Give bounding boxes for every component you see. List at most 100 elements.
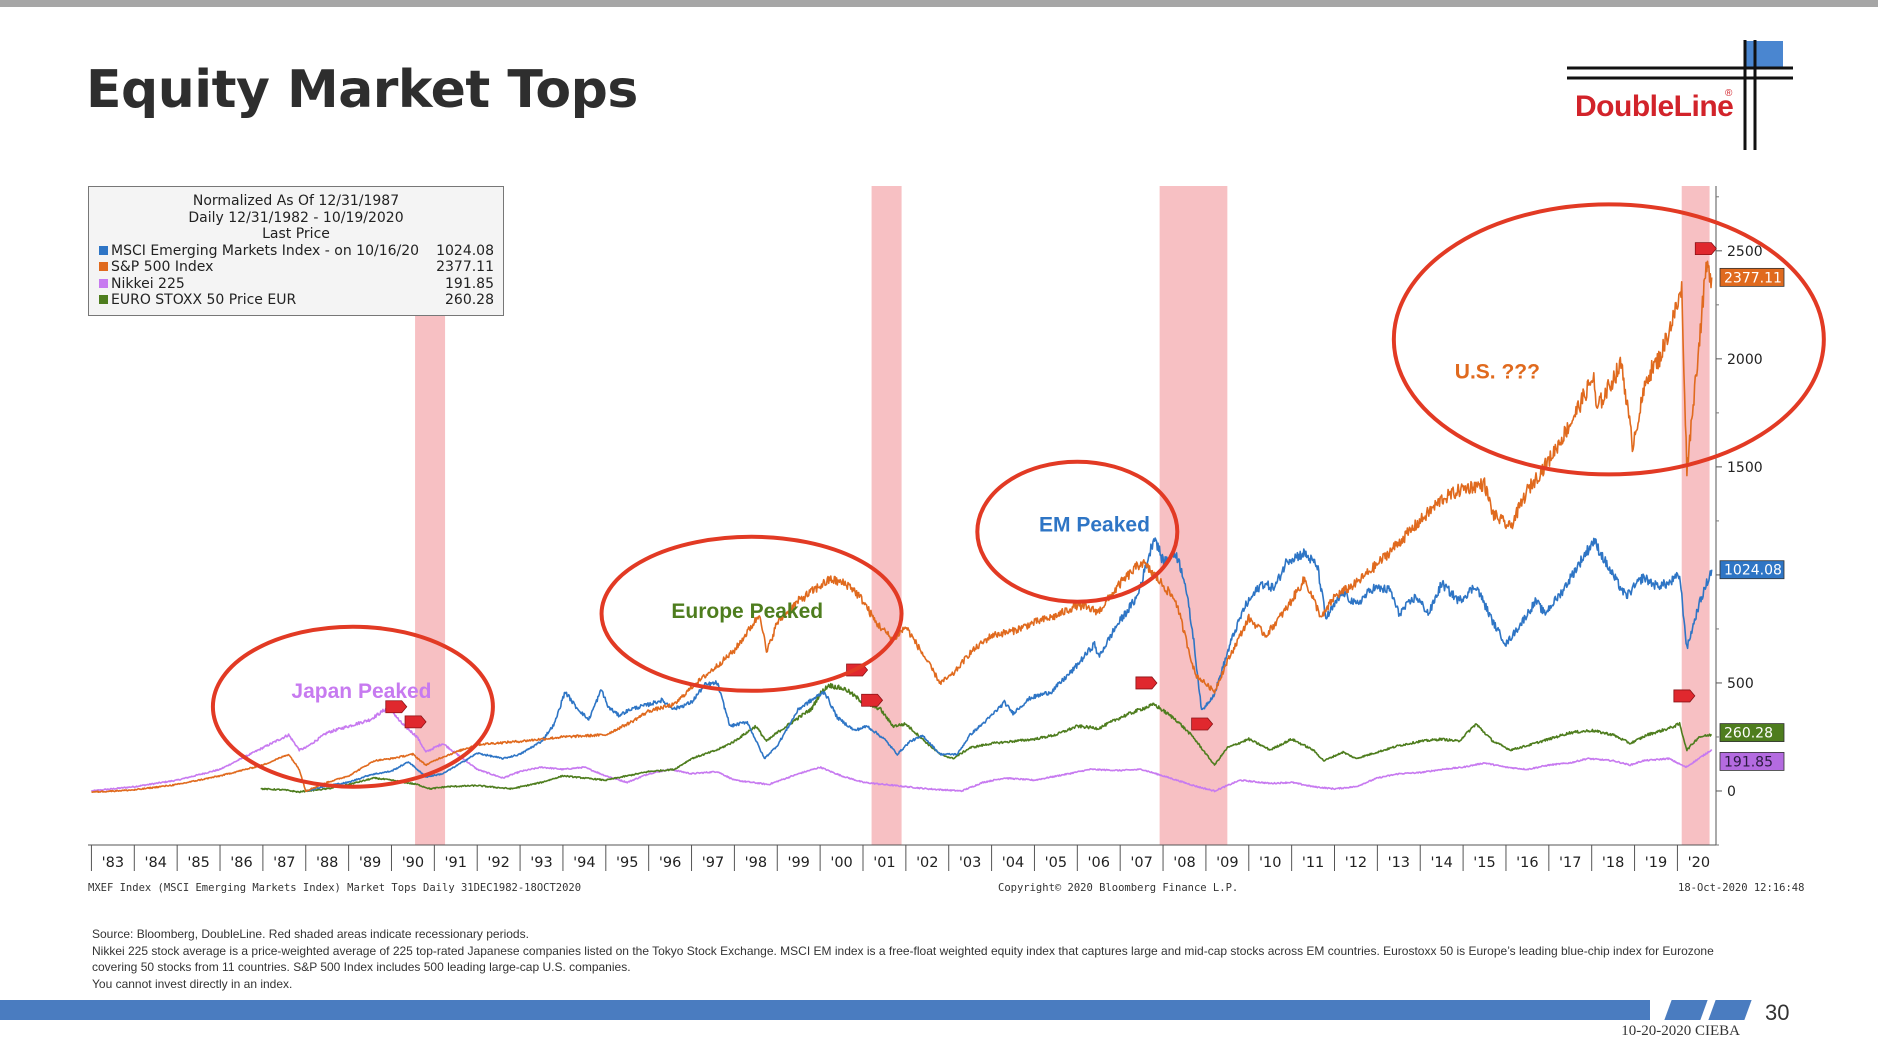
legend-swatch	[99, 262, 108, 271]
x-tick-label: '09	[1216, 855, 1238, 871]
y-tick-label: 0	[1727, 784, 1736, 800]
event-label: 10-20-2020 CIEBA	[1621, 1023, 1740, 1039]
bottom-accent-slash	[1708, 1000, 1752, 1020]
legend-label: S&P 500 Index	[111, 259, 214, 275]
legend-value: 191.85	[445, 275, 494, 292]
logo-registered-mark: ®	[1725, 88, 1733, 99]
x-tick-label: '01	[873, 855, 895, 871]
series-line	[91, 705, 1713, 793]
x-tick-label: '85	[187, 855, 209, 871]
recession-band	[1159, 186, 1228, 845]
legend-header-line: Normalized As Of 12/31/1987	[192, 193, 400, 209]
source-note: You cannot invest directly in an index.	[92, 976, 293, 991]
x-tick-label: '04	[1002, 855, 1024, 871]
peak-marker	[1673, 689, 1696, 703]
last-price-label-layer: 1024.08 2377.11 260.28 191.85	[1719, 267, 1785, 771]
logo-text: DoubleLine	[1575, 90, 1734, 123]
peak-marker	[1191, 717, 1214, 731]
x-tick-label: '88	[316, 855, 338, 871]
annotation-circle	[1391, 202, 1826, 477]
annotation-circle	[975, 459, 1180, 604]
chart-footer-ticker: MXEF Index (MSCI Emerging Markets Index)…	[88, 882, 582, 894]
legend-item: EURO STOXX 50 Price EUR 260.28	[89, 292, 503, 309]
chart-legend: Normalized As Of 12/31/1987 Daily 12/31/…	[88, 186, 504, 316]
legend-value: 1024.08	[436, 242, 494, 259]
x-tick-label: '92	[487, 855, 509, 871]
x-tick-label: '00	[830, 855, 852, 871]
last-price-label: 191.85	[1724, 754, 1773, 770]
x-tick-label: '15	[1473, 855, 1495, 871]
y-tick-label: 500	[1727, 676, 1754, 692]
last-price-tag	[1719, 752, 1785, 771]
doubleline-logo: DoubleLine	[1555, 38, 1805, 153]
x-tick-label: '19	[1645, 855, 1667, 871]
x-tick-label: '03	[959, 855, 981, 871]
legend-swatch	[99, 245, 108, 255]
annotation-label: U.S. ???	[1455, 360, 1540, 383]
recession-band	[871, 186, 902, 845]
source-note: Nikkei 225 stock average is a price-weig…	[92, 943, 1714, 975]
x-tick-label: '99	[787, 855, 809, 871]
annotation-circle	[599, 534, 904, 693]
x-tick-label: '17	[1559, 855, 1581, 871]
peak-marker	[1135, 676, 1158, 690]
last-price-tag	[1719, 723, 1785, 742]
last-price-tag	[1719, 560, 1785, 580]
x-tick-label: '94	[573, 855, 595, 871]
page-title: Equity Market Tops	[86, 60, 638, 120]
annotation-label: Japan Peaked	[291, 680, 431, 703]
logo-graphic	[1567, 40, 1793, 150]
annotation-circle	[210, 624, 495, 789]
legend-header-line: Daily 12/31/1982 - 10/19/2020	[188, 209, 404, 226]
y-tick-label: 2000	[1727, 352, 1763, 368]
logo-blue-square	[1746, 41, 1783, 69]
series-line	[91, 260, 1713, 793]
legend-header: Normalized As Of 12/31/1987 Daily 12/31/…	[89, 187, 503, 243]
legend-header-line: Last Price	[262, 226, 330, 242]
legend-value: 260.28	[445, 292, 494, 308]
x-tick-label: '13	[1388, 855, 1410, 871]
bottom-accent-bar	[0, 1000, 1650, 1020]
x-tick-label: '10	[1259, 855, 1281, 871]
y-tick-label: 2500	[1727, 244, 1763, 260]
legend-value: 2377.11	[436, 259, 494, 275]
x-tick-label: '91	[445, 855, 467, 871]
axis-layer: '83 '84 '85 '86 '87 '88 '89 '90 '91 '92 '93 '94 '95 '…	[88, 186, 1763, 871]
legend-label: EURO STOXX 50 Price EUR	[111, 292, 297, 308]
series-line	[305, 537, 1713, 792]
peak-marker	[861, 693, 884, 707]
peak-marker	[385, 700, 408, 714]
x-tick-label: '96	[659, 855, 681, 871]
x-tick-label: '90	[402, 855, 424, 871]
x-tick-label: '86	[230, 855, 252, 871]
x-tick-label: '84	[145, 855, 167, 871]
source-note: Source: Bloomberg, DoubleLine. Red shade…	[92, 927, 529, 941]
x-tick-label: '16	[1516, 855, 1538, 871]
x-tick-label: '02	[916, 855, 938, 871]
chart-timestamp: 18-Oct-2020 12:16:48	[1678, 882, 1805, 894]
annotation-label: EM Peaked	[1039, 514, 1150, 537]
annotation-label: Europe Peaked	[671, 600, 823, 623]
x-tick-label: '11	[1302, 855, 1324, 871]
last-price-label: 2377.11	[1724, 270, 1782, 286]
x-tick-label: '07	[1130, 855, 1152, 871]
legend-item: Nikkei 225 191.85	[89, 276, 503, 293]
x-tick-label: '95	[616, 855, 638, 871]
last-price-tag	[1719, 267, 1785, 287]
peak-marker	[404, 715, 427, 729]
equity-chart: '83 '84 '85 '86 '87 '88 '89 '90 '91 '92 '93 '94 '95 '…	[88, 186, 1826, 871]
page-number: 30	[1765, 1000, 1790, 1025]
legend-swatch	[99, 278, 108, 288]
peak-marker	[1694, 242, 1717, 256]
legend-item: S&P 500 Index 2377.11	[89, 259, 503, 276]
source-notes: Source: Bloomberg, DoubleLine. Red shade…	[92, 926, 1752, 992]
x-tick-label: '97	[702, 855, 724, 871]
top-rule	[0, 0, 1878, 7]
series-layer	[91, 260, 1713, 794]
x-tick-label: '06	[1088, 855, 1110, 871]
x-tick-label: '98	[745, 855, 767, 871]
x-tick-label: '12	[1345, 855, 1367, 871]
annotation-layer: Japan Peaked Europe Peaked EM Peaked U.S. ?…	[210, 202, 1826, 789]
legend-swatch	[99, 295, 108, 304]
bottom-accent-slash	[1664, 1000, 1708, 1020]
